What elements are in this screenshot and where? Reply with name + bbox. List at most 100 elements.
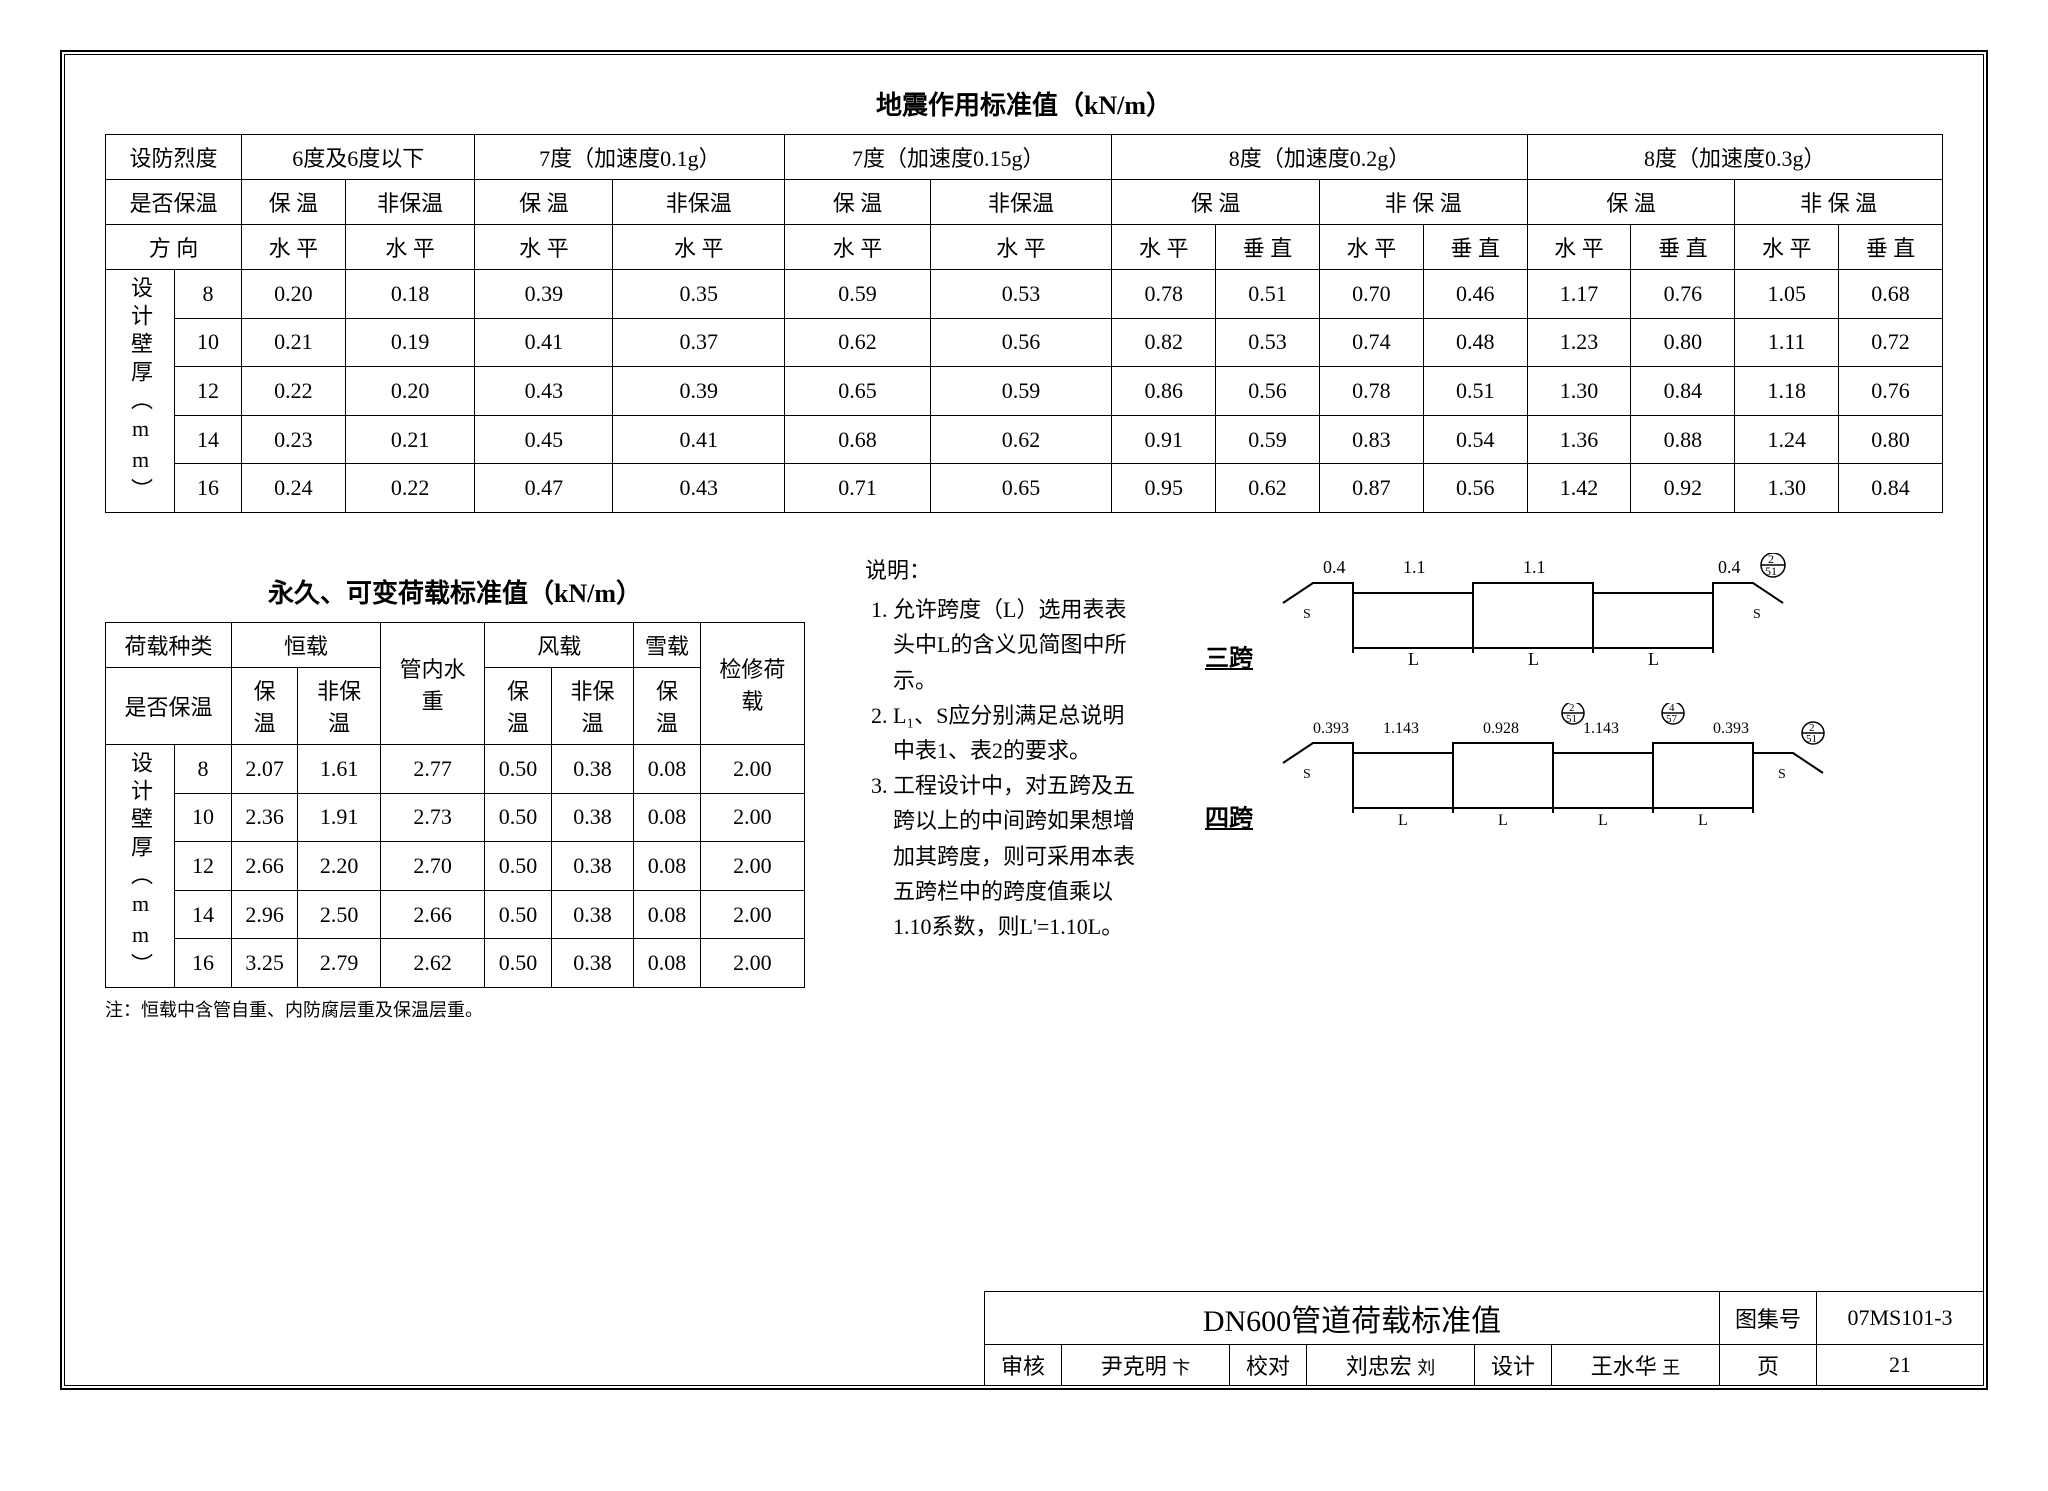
t2-h1-2: 管内水重 [380, 623, 484, 745]
t2-cell: 2.20 [298, 842, 381, 891]
span-diagrams: 三跨 [1205, 553, 1943, 863]
t1-cell: 0.56 [1423, 464, 1527, 513]
t1-cell: 0.23 [242, 415, 346, 464]
svg-text:L: L [1648, 649, 1659, 669]
t1-h1-2: 7度（加速度0.1g） [475, 135, 785, 180]
load-table-block: 永久、可变荷载标准值（kN/m） 荷载种类 恒载 管内水重 风载 雪载 检修荷载… [105, 553, 805, 1022]
t1-h2-4: 保 温 [785, 180, 930, 225]
t2-cell: 0.08 [634, 939, 700, 988]
seismic-table: 设防烈度 6度及6度以下 7度（加速度0.1g） 7度（加速度0.15g） 8度… [105, 134, 1943, 513]
svg-text:S: S [1303, 767, 1311, 782]
t1-cell: 0.76 [1839, 367, 1943, 416]
t1-cell: 0.74 [1319, 318, 1423, 367]
svg-text:57: 57 [1666, 713, 1678, 725]
explanation: 说明： 允许跨度（L）选用表表头中L的含义见简图中所示。 L₁、S应分别满足总说… [865, 553, 1145, 944]
span4-v1: 1.143 [1383, 720, 1419, 737]
t1-cell: 0.59 [930, 367, 1112, 416]
t2-cell: 0.50 [485, 745, 551, 794]
t1-cell: 1.17 [1527, 270, 1631, 319]
t2-cell: 2.50 [298, 890, 381, 939]
t1-cell: 0.46 [1423, 270, 1527, 319]
t1-h3-label: 方 向 [106, 225, 242, 270]
t1-h2-6: 保 温 [1112, 180, 1320, 225]
page-no: 21 [1817, 1345, 1984, 1386]
t2-h2-0: 保 温 [232, 668, 298, 745]
svg-text:S: S [1778, 767, 1786, 782]
t1-h3-11: 垂 直 [1631, 225, 1735, 270]
t2-cell: 2.00 [700, 890, 804, 939]
t2-cell: 1.91 [298, 793, 381, 842]
t1-cell: 1.23 [1527, 318, 1631, 367]
t1-cell: 0.18 [345, 270, 475, 319]
t2-cell: 0.38 [551, 890, 634, 939]
t1-cell: 0.68 [1839, 270, 1943, 319]
t1-h2-0: 保 温 [242, 180, 346, 225]
span4-label: 四跨 [1205, 798, 1253, 833]
t1-h3-9: 垂 直 [1423, 225, 1527, 270]
t1-cell: 0.80 [1839, 415, 1943, 464]
explain-item-1: 允许跨度（L）选用表表头中L的含义见简图中所示。 [893, 592, 1145, 698]
t1-cell: 0.21 [345, 415, 475, 464]
t2-cell: 0.38 [551, 842, 634, 891]
t1-cell: 1.30 [1527, 367, 1631, 416]
t1-cell: 0.51 [1216, 270, 1320, 319]
t2-cell: 0.38 [551, 745, 634, 794]
svg-text:L: L [1528, 649, 1539, 669]
t1-cell: 0.56 [930, 318, 1112, 367]
t1-cell: 0.41 [613, 415, 785, 464]
t2-h1-0: 荷载种类 [106, 623, 232, 668]
t2-cell: 2.66 [380, 890, 484, 939]
t2-cell: 0.50 [485, 842, 551, 891]
span4-diagram: 四跨 [1205, 703, 1943, 833]
t1-cell: 0.43 [475, 367, 613, 416]
t2-cell: 2.00 [700, 939, 804, 988]
svg-text:51: 51 [1806, 733, 1817, 745]
t2-cell: 2.00 [700, 793, 804, 842]
t2-cell: 0.38 [551, 939, 634, 988]
t1-h2-8: 保 温 [1527, 180, 1735, 225]
span3-v0: 0.4 [1323, 557, 1346, 577]
t1-cell: 0.43 [613, 464, 785, 513]
t1-cell: 0.56 [1216, 367, 1320, 416]
t1-h2-5: 非保温 [930, 180, 1112, 225]
t2-row-label: 14 [175, 890, 232, 939]
t1-h1-3: 7度（加速度0.15g） [785, 135, 1112, 180]
t1-cell: 0.59 [1216, 415, 1320, 464]
svg-text:L: L [1698, 812, 1708, 829]
t1-cell: 1.05 [1735, 270, 1839, 319]
t1-cell: 0.59 [785, 270, 930, 319]
t1-cell: 0.78 [1319, 367, 1423, 416]
t1-h3-13: 垂 直 [1839, 225, 1943, 270]
drawing-code: 07MS101-3 [1817, 1292, 1984, 1345]
svg-text:L: L [1408, 649, 1419, 669]
t2-cell: 2.36 [232, 793, 298, 842]
t1-cell: 1.36 [1527, 415, 1631, 464]
t1-cell: 1.11 [1735, 318, 1839, 367]
svg-text:S: S [1303, 607, 1311, 622]
t2-h2-label: 是否保温 [106, 668, 232, 745]
main-title: DN600管道荷载标准值 [985, 1292, 1720, 1345]
t1-cell: 0.88 [1631, 415, 1735, 464]
table2-note: 注：恒载中含管自重、内防腐层重及保温层重。 [105, 996, 805, 1022]
t1-cell: 0.37 [613, 318, 785, 367]
t1-cell: 0.19 [345, 318, 475, 367]
t1-h3-8: 水 平 [1319, 225, 1423, 270]
t2-h1-4: 雪载 [634, 623, 700, 668]
span4-v2: 0.928 [1483, 720, 1519, 737]
t1-h3-6: 水 平 [1112, 225, 1216, 270]
span4-svg: 0.393 1.143 0.928 1.143 0.393 S S L L L … [1273, 703, 1833, 833]
t1-cell: 0.71 [785, 464, 930, 513]
t2-cell: 0.08 [634, 890, 700, 939]
t2-cell: 0.08 [634, 793, 700, 842]
t1-h3-5: 水 平 [930, 225, 1112, 270]
t1-row-label: 14 [175, 415, 242, 464]
span4-v0: 0.393 [1313, 720, 1349, 737]
t1-cell: 0.39 [475, 270, 613, 319]
t1-h3-4: 水 平 [785, 225, 930, 270]
t1-cell: 0.47 [475, 464, 613, 513]
t1-cell: 0.22 [345, 464, 475, 513]
t2-cell: 2.66 [232, 842, 298, 891]
t2-cell: 1.61 [298, 745, 381, 794]
t1-cell: 0.41 [475, 318, 613, 367]
t2-h2-3: 非保温 [551, 668, 634, 745]
